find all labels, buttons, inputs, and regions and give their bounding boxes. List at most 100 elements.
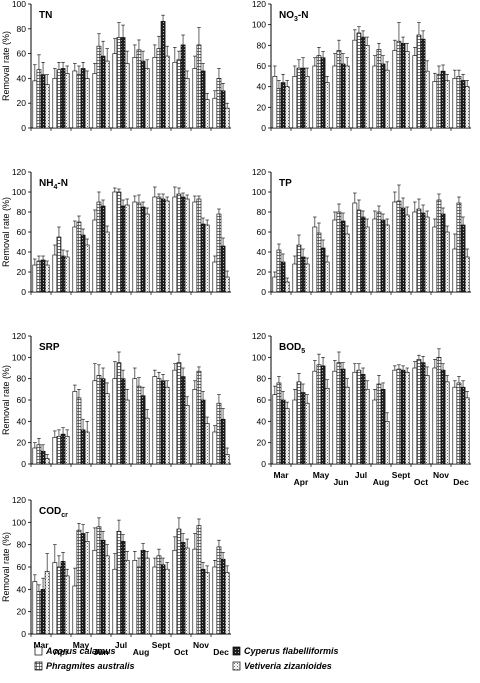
bar [72, 391, 78, 465]
bar [280, 261, 286, 293]
legend-label: Phragmites australis [46, 661, 135, 671]
bar [172, 196, 178, 293]
bar [84, 431, 90, 465]
y-tick-label: 0 [261, 459, 266, 469]
bar [136, 385, 142, 465]
bar [416, 34, 422, 129]
bar [192, 201, 198, 293]
bar [460, 80, 466, 129]
bar [376, 211, 382, 293]
y-tick-label: 0 [21, 459, 26, 469]
bar [296, 381, 302, 465]
x-tick-label: Jun [333, 477, 348, 487]
bar [396, 40, 402, 129]
bar [140, 395, 146, 465]
y-tick-label: 20 [17, 98, 27, 108]
legend-label: Vetiveria zizanioides [244, 661, 332, 671]
bar [116, 362, 122, 465]
bar [224, 572, 230, 635]
bar [424, 70, 430, 129]
bar [336, 50, 342, 129]
bar [272, 276, 278, 293]
bar [340, 220, 346, 293]
bar [404, 214, 410, 293]
y-tick-label: 100 [12, 352, 26, 362]
bar [412, 55, 418, 129]
bar [96, 375, 102, 465]
bar [184, 78, 190, 129]
bar [212, 431, 218, 465]
y-axis-label: Removal rate (%) [1, 197, 11, 267]
bar [304, 263, 310, 293]
chart-panel: 0 20 40 60 80 100 120 NO3-N [252, 0, 471, 133]
bar [52, 437, 58, 465]
bar [216, 213, 222, 293]
bar [404, 51, 410, 129]
legend-swatch [232, 661, 241, 671]
bar [32, 264, 38, 293]
x-tick-label: Jul [115, 640, 127, 650]
bar [452, 386, 458, 465]
y-tick-label: 20 [17, 607, 27, 617]
y-tick-label: 0 [21, 629, 26, 639]
bar [36, 591, 42, 635]
bar [224, 107, 230, 129]
bar [140, 60, 146, 129]
bar [384, 421, 390, 465]
bar [136, 49, 142, 129]
bar [440, 213, 446, 293]
bar [356, 369, 362, 465]
y-tick-label: 40 [257, 416, 267, 426]
legend: Acorus calamus Phragmites australis Cyperu… [34, 646, 339, 671]
bar [412, 211, 418, 293]
bar [432, 367, 438, 465]
bar [432, 226, 438, 293]
bar [40, 259, 46, 293]
x-tick-label: Apr [294, 477, 309, 487]
y-tick-label: 0 [21, 287, 26, 297]
bar [296, 67, 302, 129]
bar [356, 209, 362, 293]
bar [124, 63, 130, 129]
bar [180, 542, 186, 635]
bar [380, 219, 386, 293]
bar [320, 57, 326, 129]
bar [432, 81, 438, 129]
y-tick-label: 0 [261, 123, 266, 133]
bar [92, 219, 98, 293]
bar [444, 231, 450, 293]
x-tick-label: May [313, 470, 330, 480]
bar [176, 59, 182, 129]
bar [364, 226, 370, 293]
bar [344, 65, 350, 129]
bar [272, 76, 278, 129]
bar [396, 368, 402, 465]
bar [152, 196, 158, 293]
bar [284, 408, 290, 465]
bar [72, 226, 78, 293]
bar [32, 447, 38, 465]
bar [372, 218, 378, 293]
y-tick-label: 80 [17, 540, 27, 550]
bar [156, 378, 162, 465]
bar [80, 429, 86, 465]
bar [164, 568, 170, 635]
bar [104, 393, 110, 465]
bar [340, 63, 346, 129]
bar [220, 90, 226, 129]
y-tick-label: 120 [252, 331, 266, 341]
bar [40, 589, 46, 635]
bar [136, 566, 142, 635]
bar [204, 423, 210, 465]
bar [76, 397, 82, 465]
bar [384, 224, 390, 293]
bar [92, 380, 98, 465]
bar [176, 193, 182, 293]
legend-swatch [232, 646, 241, 656]
bar [320, 247, 326, 293]
bar [56, 69, 62, 129]
y-tick-label: 40 [17, 416, 27, 426]
bar [364, 389, 370, 465]
bar [72, 585, 78, 635]
